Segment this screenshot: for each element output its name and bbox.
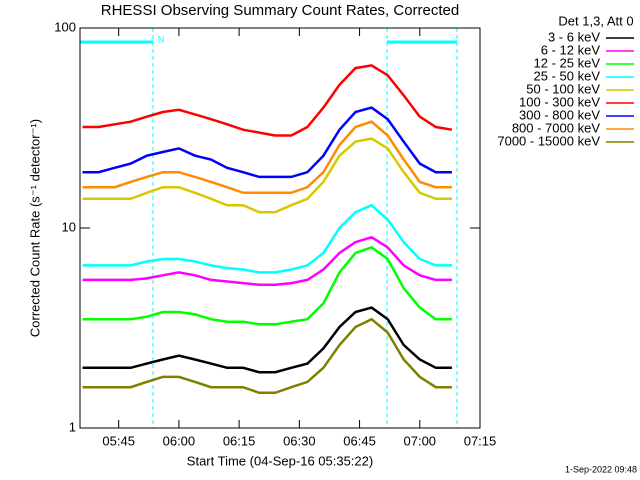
legend-label: 12 - 25 keV xyxy=(534,55,601,70)
footer: 1-Sep-2022 09:48 xyxy=(565,464,637,474)
x-tick-label: 05:45 xyxy=(102,433,135,448)
orbit-markers xyxy=(80,28,458,428)
x-tick-label: 06:45 xyxy=(343,433,376,448)
y-tick-label: 100 xyxy=(54,19,76,34)
x-tick-label: 07:00 xyxy=(404,433,437,448)
series-line xyxy=(82,203,452,274)
legend-label: 6 - 12 keV xyxy=(541,42,601,57)
series-line xyxy=(82,137,452,214)
annotation: N xyxy=(158,34,165,44)
legend-label: 100 - 300 keV xyxy=(519,94,600,109)
x-tick-label: 07:15 xyxy=(464,433,497,448)
series-line xyxy=(82,235,452,287)
series-line xyxy=(82,317,452,395)
legend-title: Det 1,3, Att 0 xyxy=(558,13,633,28)
legend-label: 50 - 100 keV xyxy=(526,81,600,96)
legend-label: 7000 - 15000 keV xyxy=(497,133,600,148)
series-line xyxy=(82,106,452,179)
legend-label: 300 - 800 keV xyxy=(519,107,600,122)
x-tick-label: 06:30 xyxy=(283,433,316,448)
series-line xyxy=(82,306,452,374)
series-line xyxy=(82,64,453,137)
series-line xyxy=(82,120,452,195)
y-tick-label: 1 xyxy=(69,419,76,434)
y-axis-label: Corrected Count Rate (s⁻¹ detector⁻¹) xyxy=(27,119,42,337)
legend-label: 800 - 7000 keV xyxy=(512,120,601,135)
chart-title: RHESSI Observing Summary Count Rates, Co… xyxy=(101,2,459,19)
x-axis-label: Start Time (04-Sep-16 05:35:22) xyxy=(187,453,373,468)
y-tick-label: 10 xyxy=(62,219,76,234)
series-line xyxy=(82,246,452,326)
x-tick-label: 06:15 xyxy=(223,433,256,448)
plot xyxy=(82,64,453,395)
legend-label: 3 - 6 keV xyxy=(548,29,600,44)
legend-label: 25 - 50 keV xyxy=(534,68,601,83)
x-tick-label: 06:00 xyxy=(163,433,196,448)
